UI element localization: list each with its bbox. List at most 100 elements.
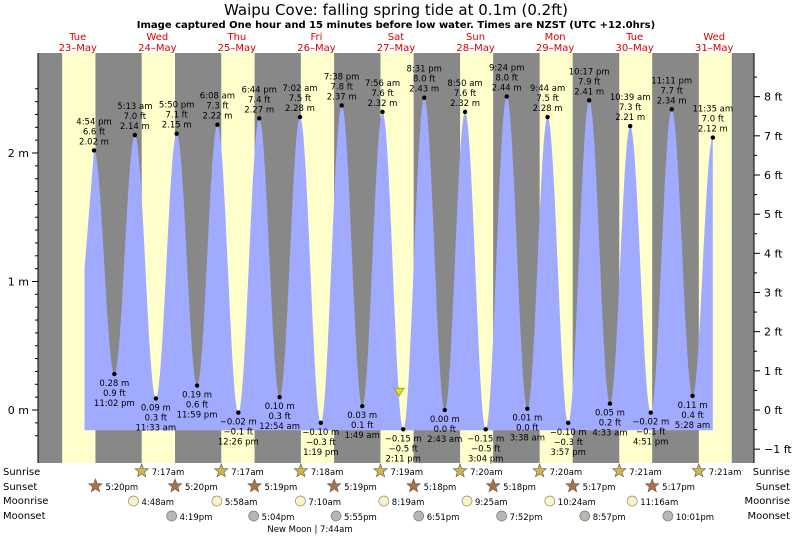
tide-point: [566, 420, 571, 426]
moonrise-icon: [378, 495, 390, 507]
tide-point: [525, 406, 530, 411]
moonrise-time: 8:19am: [392, 498, 425, 508]
day-name: Thu: [226, 32, 246, 43]
high-tide-ft: 7.0 ft: [124, 112, 147, 122]
left-tick-label: 0 m: [8, 404, 29, 417]
moonset-icon: [330, 510, 342, 522]
right-tick-label: 7 ft: [764, 130, 783, 143]
sunset-time: 5:20pm: [105, 483, 138, 493]
high-tide-time: 10:17 pm: [569, 67, 610, 77]
high-tide-ft: 7.3 ft: [619, 103, 642, 113]
sunset-icon: [406, 478, 422, 493]
low-tide-ft: −0.5 ft: [471, 444, 501, 454]
high-tide-m: 2.37 m: [327, 92, 357, 102]
low-tide-time: 2:11 pm: [386, 454, 421, 464]
moonset-icon: [166, 510, 177, 522]
high-tide-m: 2.15 m: [162, 121, 192, 131]
low-tide-ft: 0.3 ft: [268, 412, 291, 422]
high-tide-ft: 7.6 ft: [454, 89, 477, 99]
high-tide-m: 2.32 m: [450, 99, 480, 109]
high-tide-ft: 7.3 ft: [206, 102, 229, 112]
low-tide-ft: 0.9 ft: [103, 389, 126, 399]
tide-point: [112, 371, 117, 377]
high-tide-m: 2.14 m: [120, 122, 150, 132]
tide-point: [401, 427, 406, 432]
low-tide-m: 0.03 m: [347, 411, 377, 421]
high-tide-time: 6:44 pm: [241, 85, 276, 95]
tide-point: [91, 148, 97, 153]
tide-point: [360, 403, 365, 409]
tide-point: [710, 135, 716, 140]
tide-point: [669, 107, 674, 112]
sunrise-icon: [213, 463, 229, 478]
moonrise-icon: [626, 495, 638, 507]
right-tick-label: 1 ft: [764, 365, 783, 378]
sunrise-time: 7:18am: [311, 468, 344, 478]
day-name: Tue: [68, 32, 86, 43]
tide-point: [339, 103, 344, 108]
right-tick-label: 6 ft: [764, 169, 783, 182]
tide-point: [483, 427, 488, 432]
sunset-time: 5:17pm: [583, 483, 616, 493]
high-tide-ft: 7.5 ft: [289, 94, 312, 104]
tide-area: [84, 96, 713, 431]
day-date: 28–May: [456, 43, 494, 54]
moonset-time: 4:19pm: [180, 513, 213, 523]
sunrise-time: 7:20am: [470, 468, 503, 478]
sunrise-icon: [452, 463, 468, 478]
high-tide-time: 5:13 am: [117, 102, 152, 112]
right-tick-label: −1 ft: [764, 443, 792, 456]
low-tide-m: 0.05 m: [595, 409, 625, 419]
high-tide-m: 2.21 m: [615, 113, 645, 123]
moonrise-icon: [211, 495, 223, 507]
moonrise-time: 10:24am: [558, 498, 596, 508]
high-tide-ft: 7.4 ft: [248, 95, 271, 105]
high-tide-ft: 8.0 ft: [496, 73, 519, 83]
right-tick-label: 0 ft: [764, 404, 783, 417]
moonset-time: 5:04pm: [262, 513, 295, 523]
moonrise-time: 7:10am: [308, 498, 341, 508]
high-tide-ft: 7.1 ft: [165, 111, 188, 121]
low-tide-m: −0.15 m: [385, 434, 422, 444]
sunrise-icon: [293, 463, 309, 478]
moonset-time: 6:51pm: [427, 513, 460, 523]
low-tide-m: 0.01 m: [512, 414, 542, 424]
tide-point: [586, 98, 592, 103]
tide-point: [422, 95, 427, 100]
day-name: Sun: [466, 32, 485, 43]
low-tide-time: 4:51 pm: [633, 438, 668, 448]
high-tide-ft: 6.6 ft: [83, 127, 106, 137]
chart-subtitle: Image captured One hour and 15 minutes b…: [137, 20, 655, 31]
sunrise-time: 7:17am: [231, 468, 264, 478]
tide-point: [215, 122, 220, 127]
high-tide-ft: 7.5 ft: [536, 94, 559, 104]
tide-point: [462, 109, 468, 115]
tide-point: [504, 94, 509, 99]
moonrise-icon: [544, 495, 556, 507]
low-tide-time: 2:43 am: [427, 435, 462, 445]
row-label-sunrise-right: Sunrise: [753, 467, 790, 478]
low-tide-m: 0.28 m: [99, 379, 129, 389]
row-label-sunset-right: Sunset: [756, 482, 790, 493]
sunset-icon: [87, 478, 103, 493]
low-tide-ft: 0.0 ft: [434, 425, 457, 435]
moonrise-time: 5:58am: [225, 498, 258, 508]
high-tide-time: 8:50 am: [447, 79, 482, 89]
row-label-moonrise-right: Moonrise: [745, 496, 790, 507]
day-name: Mon: [545, 32, 566, 43]
sunset-icon: [247, 478, 263, 493]
low-tide-time: 11:33 am: [135, 423, 176, 433]
tide-point: [545, 114, 550, 120]
low-tide-m: 0.19 m: [182, 391, 212, 401]
sunset-time: 5:17pm: [662, 483, 695, 493]
tide-point: [627, 123, 633, 129]
sunrise-icon: [532, 463, 548, 478]
sunset-icon: [644, 478, 660, 493]
high-tide-m: 2.02 m: [79, 137, 109, 147]
high-tide-time: 9:44 am: [530, 84, 565, 94]
high-tide-ft: 7.7 ft: [661, 86, 684, 96]
moonrise-time: 9:25am: [475, 498, 508, 508]
high-tide-m: 2.44 m: [492, 83, 522, 93]
low-tide-time: 12:26 pm: [218, 438, 259, 448]
day-date: 31–May: [695, 43, 733, 54]
